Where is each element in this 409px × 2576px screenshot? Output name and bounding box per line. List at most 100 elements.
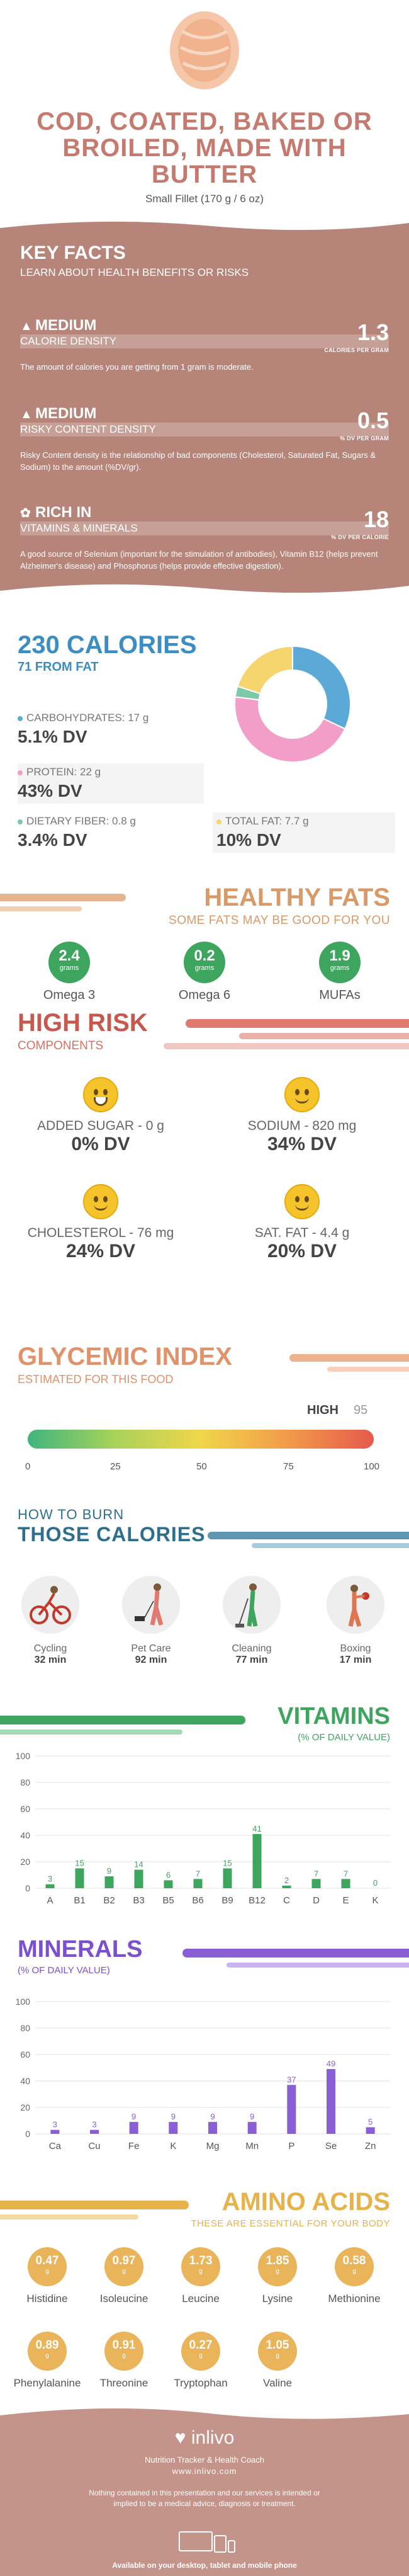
calories-section: 230 CALORIES 71 FROM FAT CARBOHYDRATES: … [0, 598, 409, 875]
x-tick-label: B9 [221, 1895, 233, 1906]
scale-tick: 100 [364, 1461, 380, 1472]
high-risk-title: HIGH RISK [18, 1009, 148, 1037]
boxing-icon [327, 1576, 384, 1634]
amino-acids-section: AMINO ACIDS THESE ARE ESSENTIAL FOR YOUR… [0, 2186, 409, 2412]
bar-value-label: 0 [373, 1878, 378, 1888]
footer-url-link[interactable]: www.inlivo.com [172, 2466, 237, 2476]
bar-value-label: 9 [171, 2112, 176, 2121]
amino-lysine: 1.85 g Lysine [240, 2247, 315, 2305]
fact-unit: % DV PER CALORIE [331, 534, 389, 540]
footer: ♥ inlivo Nutrition Tracker & Health Coac… [0, 2405, 409, 2576]
x-tick-label: B6 [192, 1895, 203, 1906]
bar-c [282, 1885, 291, 1888]
bar-b9 [223, 1868, 232, 1888]
minerals-title: MINERALS [18, 1936, 143, 1963]
fish-fillet-icon [170, 11, 239, 89]
decor-stripe [0, 906, 82, 911]
high-risk-section: HIGH RISK COMPONENTS ADDED SUGAR - 0 g 0… [0, 1008, 409, 1316]
key-facts-subtitle: LEARN ABOUT HEALTH BENEFITS OR RISKS [20, 266, 249, 278]
nutrient-carbohydrates: CARBOHYDRATES: 17 g 5.1% DV [18, 712, 149, 746]
x-tick-label: Se [325, 2141, 337, 2151]
y-tick-label: 80 [20, 1777, 30, 1787]
glycemic-level: HIGH [307, 1403, 339, 1417]
bar-b1 [75, 1868, 84, 1888]
vitamins-subtitle: (% OF DAILY VALUE) [298, 1732, 390, 1743]
bar-value-label: 2 [284, 1876, 289, 1885]
footer-tagline: Nutrition Tracker & Health Coach [144, 2455, 265, 2465]
y-tick-label: 20 [20, 1857, 30, 1867]
fact-value: 0.5 [357, 407, 389, 433]
bar-value-label: 9 [107, 1866, 111, 1876]
bar-value-label: 7 [196, 1869, 200, 1878]
x-tick-label: P [288, 2141, 294, 2151]
amino-phenylalanine: 0.89 g Phenylalanine [9, 2332, 85, 2390]
dog-walking-icon [122, 1576, 180, 1634]
calories-donut-chart [234, 645, 351, 763]
flame-icon: ▲ [20, 319, 33, 333]
amino-tryptophan: 0.27 g Tryptophan [163, 2332, 238, 2390]
fact-description: The amount of calories you are getting f… [20, 362, 254, 372]
fat-omega-6: 0.2 grams Omega 6 [160, 942, 249, 1003]
x-tick-label: C [283, 1895, 290, 1906]
fact-level: MEDIUM [35, 317, 97, 334]
burn-title-line1: HOW TO BURN [18, 1507, 125, 1522]
vitamins-section: VITAMINS (% OF DAILY VALUE) 0 20 40 60 80 100… [0, 1701, 409, 1908]
glycemic-index-section: GLYCEMIC INDEX ESTIMATED FOR THIS FOOD H… [0, 1335, 409, 1486]
decor-stripe [239, 1033, 409, 1039]
x-tick-label: D [313, 1895, 320, 1906]
y-tick-label: 0 [25, 1883, 30, 1893]
minerals-section: MINERALS (% OF DAILY VALUE) 0 20 40 60 80 100… [0, 1934, 409, 2154]
x-tick-label: A [47, 1895, 53, 1906]
y-tick-label: 100 [16, 1751, 31, 1761]
activity-cleaning: Cleaning 77 min [220, 1576, 283, 1666]
glycemic-subtitle: ESTIMATED FOR THIS FOOD [18, 1373, 174, 1386]
amino-title: AMINO ACIDS [221, 2188, 390, 2216]
bar-value-label: 15 [223, 1859, 232, 1868]
warning-icon: ▲ [20, 407, 33, 421]
fact-description: A good source of Selenium (important for… [20, 549, 378, 571]
x-tick-label: Mg [206, 2141, 220, 2151]
fact-value: 18 [363, 506, 389, 532]
decor-stripe [289, 1354, 409, 1362]
x-tick-label: B1 [74, 1895, 85, 1906]
cycling-icon [21, 1576, 79, 1634]
bar-value-label: 3 [48, 1874, 52, 1884]
inlivo-logo[interactable]: ♥ inlivo [174, 2427, 235, 2448]
bar-mg [208, 2122, 217, 2134]
bar-value-label: 3 [92, 2120, 96, 2129]
bar-ca [50, 2129, 60, 2134]
y-tick-label: 0 [25, 2129, 30, 2139]
nutrient-dietary-fiber: DIETARY FIBER: 0.8 g 3.4% DV [18, 815, 136, 850]
bar-value-label: 9 [210, 2112, 215, 2121]
smile-face-icon [284, 1077, 320, 1112]
scale-tick: 25 [110, 1461, 121, 1472]
bar-value-label: 9 [250, 2112, 254, 2121]
activity-pet-care: Pet Care 92 min [120, 1576, 182, 1666]
decor-stripe [0, 894, 126, 901]
decor-stripe [252, 1543, 409, 1548]
risk-sodium: SODIUM - 820 mg 34% DV [214, 1077, 390, 1155]
bar-p [287, 2085, 296, 2134]
donut-slice-carbohydrates [292, 645, 351, 730]
bar-value-label: 7 [344, 1869, 348, 1878]
x-tick-label: Mn [245, 2141, 259, 2151]
smile-face-icon [83, 1184, 118, 1219]
amino-isoleucine: 0.97 g Isoleucine [86, 2247, 162, 2305]
decor-stripe [208, 1532, 409, 1539]
x-tick-label: Fe [128, 2141, 140, 2151]
decor-stripe [182, 1949, 409, 1958]
bar-value-label: 3 [53, 2120, 57, 2129]
amino-leucine: 1.73 g Leucine [163, 2247, 238, 2305]
bar-value-label: 41 [252, 1824, 261, 1833]
healthy-fats-subtitle: SOME FATS MAY BE GOOD FOR YOU [169, 914, 390, 927]
fact-level: MEDIUM [35, 405, 97, 422]
heart-leaf-icon: ♥ [174, 2427, 186, 2448]
fact-category: RISKY CONTENT DENSITY [20, 423, 389, 436]
minerals-bar-chart: 0 20 40 60 80 100 3 Ca 3 Cu 9 Fe 9 K 9 Mg 9 Mn 37 P 49 Se 5 Zn [16, 1997, 390, 2151]
donut-slice-protein [234, 696, 346, 763]
bar-b5 [164, 1880, 173, 1888]
key-facts-title: KEY FACTS [20, 242, 126, 263]
amino-valine: 1.05 g Valine [240, 2332, 315, 2390]
minerals-subtitle: (% OF DAILY VALUE) [18, 1965, 110, 1976]
cleaning-icon [223, 1576, 281, 1634]
